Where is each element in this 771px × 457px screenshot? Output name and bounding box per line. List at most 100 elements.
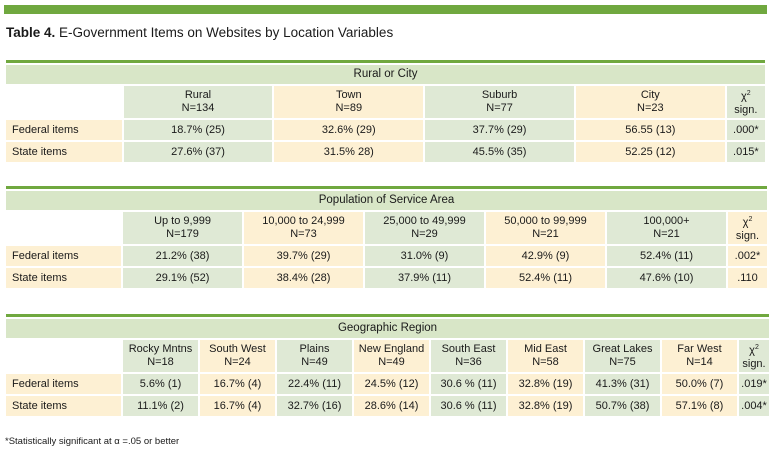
column-n: N=58 <box>532 356 559 368</box>
data-cell: 52.4% (11) <box>607 246 726 266</box>
column-header: New England N=49 <box>354 340 429 372</box>
data-cell: 50.0% (7) <box>662 374 737 394</box>
chi-superscript: 2 <box>748 216 753 224</box>
data-cell: 27.6% (37) <box>123 142 273 162</box>
table-row: Federal items 18.7% (25) 32.6% (29) 37.7… <box>6 120 765 140</box>
column-header: 10,000 to 24,999 N=73 <box>244 212 363 244</box>
column-name: 50,000 to 99,999 <box>504 215 587 227</box>
column-header: 50,000 to 99,999 N=21 <box>486 212 605 244</box>
significance-cell: .000* <box>726 120 765 140</box>
column-header: Far West N=14 <box>662 340 737 372</box>
section-band <box>6 60 765 63</box>
row-label: Federal items <box>6 374 121 394</box>
column-n: N=18 <box>147 356 174 368</box>
data-cell: 29.1% (52) <box>123 268 242 288</box>
data-cell: 50.7% (38) <box>585 396 660 416</box>
significance-cell: .019* <box>739 374 769 394</box>
column-header: Suburb N=77 <box>425 86 574 118</box>
column-header: Mid East N=58 <box>508 340 583 372</box>
significance-cell: .015* <box>726 142 765 162</box>
chi-superscript: 2 <box>746 90 751 98</box>
top-accent-bar <box>4 5 767 14</box>
data-cell: 30.6 % (11) <box>431 374 506 394</box>
data-cell: 32.8% (19) <box>508 374 583 394</box>
significance-cell: .004* <box>739 396 769 416</box>
data-cell: 42.9% (9) <box>486 246 605 266</box>
footnote: *Statistically significant at α =.05 or … <box>5 436 180 447</box>
column-n: N=24 <box>224 356 251 368</box>
column-header: Rocky Mntns N=18 <box>123 340 198 372</box>
corner-cell <box>6 340 121 372</box>
table-caption: E-Government Items on Websites by Locati… <box>55 25 394 40</box>
data-cell: 56.55 (13) <box>575 120 725 140</box>
section-band <box>6 186 767 189</box>
significance-cell: .110 <box>728 268 767 288</box>
chi-label: sign. <box>742 357 766 370</box>
column-n: N=77 <box>486 102 513 114</box>
data-cell: 38.4% (28) <box>244 268 363 288</box>
column-header: Great Lakes N=75 <box>585 340 660 372</box>
column-name: 10,000 to 24,999 <box>262 215 345 227</box>
data-cell: 37.9% (11) <box>365 268 484 288</box>
data-cell: 41.3% (31) <box>585 374 660 394</box>
data-cell: 5.6% (1) <box>123 374 198 394</box>
corner-cell <box>6 86 122 118</box>
section-banner: Rural or City <box>6 65 765 84</box>
row-label: State items <box>6 396 121 416</box>
column-n: N=21 <box>653 228 680 240</box>
column-name: South West <box>209 343 266 355</box>
chi-superscript: 2 <box>754 344 759 352</box>
section-band <box>6 314 769 317</box>
row-label: Federal items <box>6 246 121 266</box>
table-population-of-service-area: Population of Service Area Up to 9,999 N=… <box>4 184 769 290</box>
column-name: Great Lakes <box>592 343 653 355</box>
column-n: N=75 <box>609 356 636 368</box>
column-name: Rural <box>184 89 212 101</box>
row-label: Federal items <box>6 120 122 140</box>
significance-cell: .002* <box>728 246 767 266</box>
data-cell: 45.5% (35) <box>425 142 574 162</box>
table-row: Federal items 5.6% (1) 16.7% (4) 22.4% (… <box>6 374 769 394</box>
column-name: 25,000 to 49,999 <box>383 215 466 227</box>
data-cell: 47.6% (10) <box>607 268 726 288</box>
column-n: N=49 <box>378 356 405 368</box>
column-name: Up to 9,999 <box>154 215 211 227</box>
data-cell: 52.25 (12) <box>575 142 725 162</box>
column-n: N=36 <box>455 356 482 368</box>
column-header: Up to 9,999 N=179 <box>123 212 242 244</box>
column-name: Plains <box>299 343 330 355</box>
chi-square-header: χ2 sign. <box>726 86 765 118</box>
data-cell: 21.2% (38) <box>123 246 242 266</box>
column-name: Mid East <box>524 343 567 355</box>
column-name: Suburb <box>481 89 518 101</box>
table-title: Table 4. E-Government Items on Websites … <box>6 25 393 40</box>
column-header: 25,000 to 49,999 N=29 <box>365 212 484 244</box>
column-header: City N=23 <box>575 86 725 118</box>
chi-symbol: χ <box>742 216 749 229</box>
column-n: N=21 <box>532 228 559 240</box>
column-n: N=23 <box>637 102 664 114</box>
row-label: State items <box>6 268 121 288</box>
column-name: New England <box>358 343 425 355</box>
data-cell: 52.4% (11) <box>486 268 605 288</box>
data-cell: 39.7% (29) <box>244 246 363 266</box>
table-rural-or-city: Rural or City Rural N=134 Town N=89 Suburb… <box>4 58 767 164</box>
data-cell: 16.7% (4) <box>200 396 275 416</box>
data-cell: 31.0% (9) <box>365 246 484 266</box>
chi-square-header: χ2 sign. <box>739 340 769 372</box>
section-banner: Geographic Region <box>6 319 769 338</box>
data-cell: 37.7% (29) <box>425 120 574 140</box>
table-row: State items 27.6% (37) 31.5% 28) 45.5% (… <box>6 142 765 162</box>
data-cell: 57.1% (8) <box>662 396 737 416</box>
chi-symbol: χ <box>741 90 747 103</box>
column-header: 100,000+ N=21 <box>607 212 726 244</box>
data-cell: 22.4% (11) <box>277 374 352 394</box>
data-cell: 24.5% (12) <box>354 374 429 394</box>
column-n: N=49 <box>301 356 328 368</box>
column-header: Town N=89 <box>274 86 424 118</box>
column-name: Far West <box>677 343 722 355</box>
section-banner: Population of Service Area <box>6 191 767 210</box>
data-cell: 30.6 % (11) <box>431 396 506 416</box>
column-n: N=14 <box>686 356 713 368</box>
table-row: State items 11.1% (2) 16.7% (4) 32.7% (1… <box>6 396 769 416</box>
